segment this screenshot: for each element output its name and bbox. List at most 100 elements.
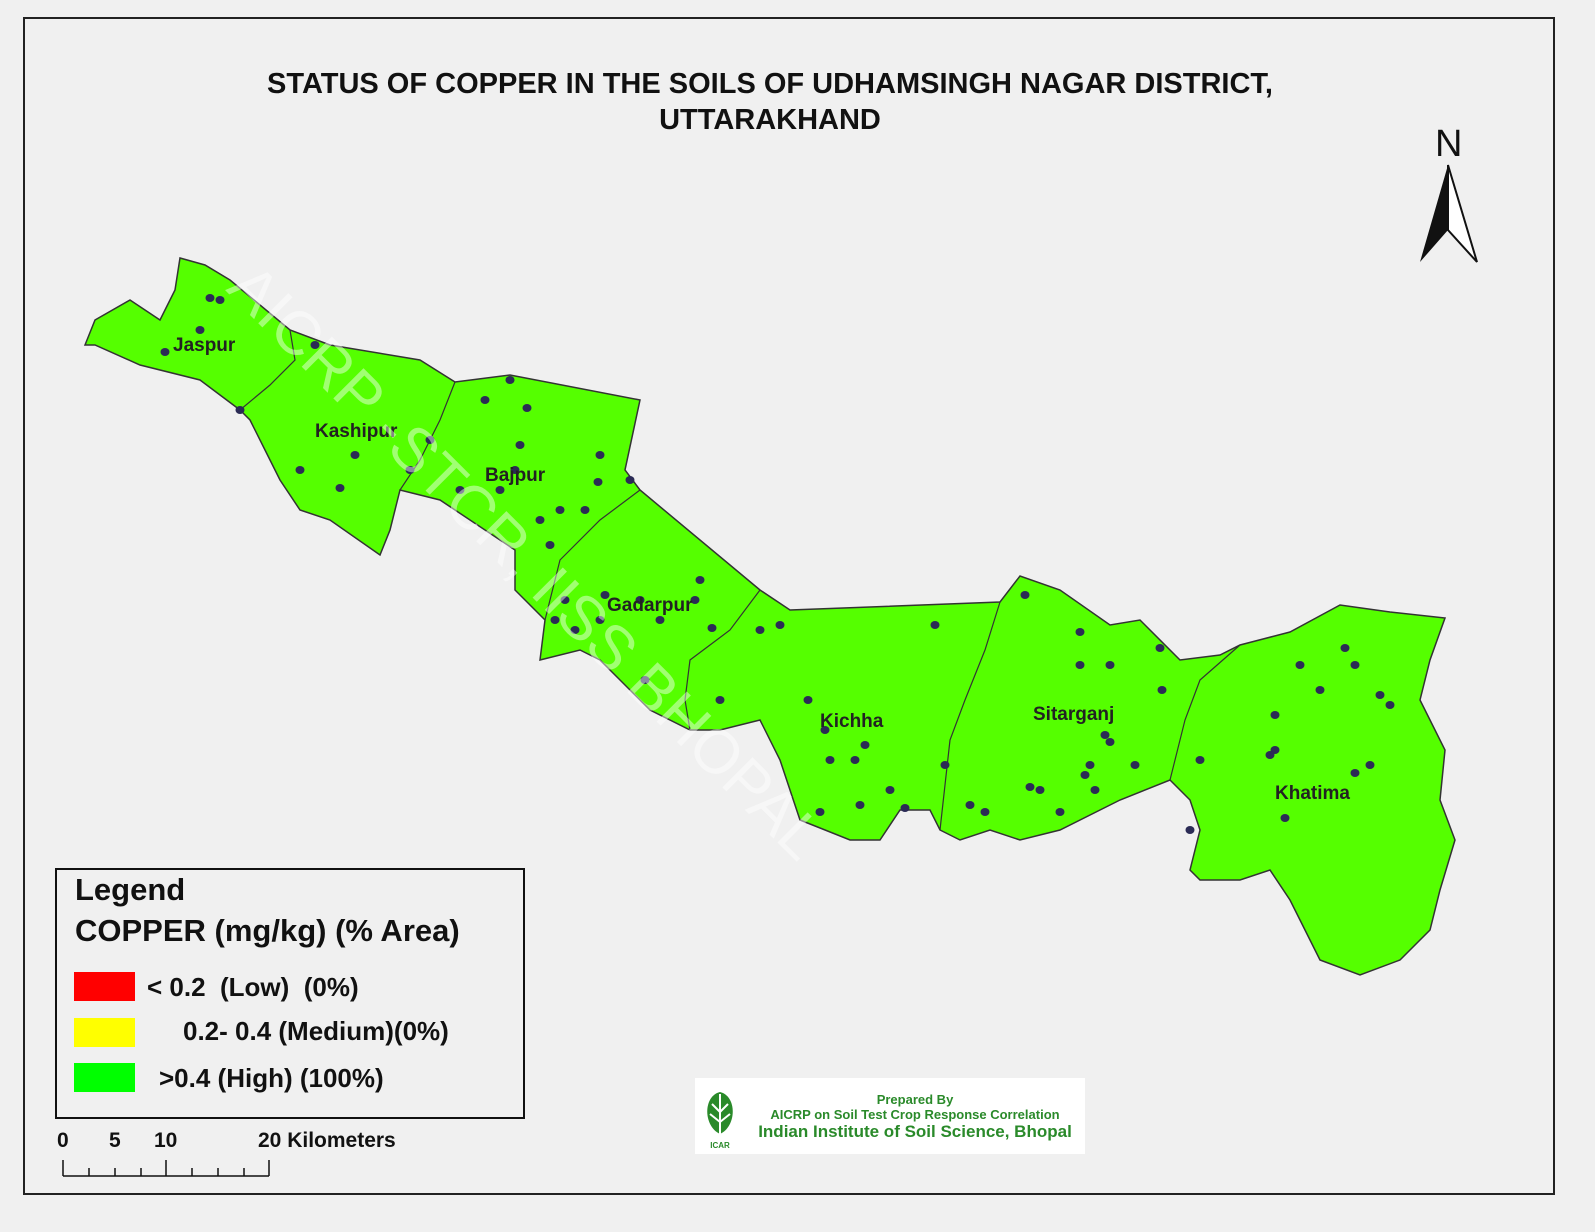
sample-point (820, 726, 830, 734)
legend-label-low: < 0.2 (Low) (0%) (147, 972, 359, 1002)
sample-point (555, 506, 565, 514)
sample-point (1025, 783, 1035, 791)
north-arrow-right-icon (1447, 164, 1478, 263)
sample-point (1265, 751, 1275, 759)
sample-point (940, 761, 950, 769)
legend: Legend COPPER (mg/kg) (% Area) < 0.2 (Lo… (55, 868, 525, 1119)
sample-point (900, 804, 910, 812)
sample-point (205, 294, 215, 302)
sample-point (1080, 771, 1090, 779)
block-label-kichha: Kichha (820, 711, 884, 732)
sample-point (310, 341, 320, 349)
sample-point (1100, 731, 1110, 739)
icar-logo-icon: ICAR (707, 1092, 733, 1150)
sample-point (160, 348, 170, 356)
block-label-jaspur: Jaspur (173, 335, 236, 356)
sample-point (803, 696, 813, 704)
sample-point (1055, 808, 1065, 816)
sample-point (1090, 786, 1100, 794)
block-label-gadarpur: Gadarpur (607, 595, 693, 616)
kichha-sitarganj-boundary (939, 601, 1001, 831)
legend-subheading: COPPER (mg/kg) (% Area) (75, 913, 460, 948)
sample-point (655, 616, 665, 624)
legend-label-medium: 0.2- 0.4 (Medium)(0%) (183, 1016, 449, 1046)
sample-point (755, 626, 765, 634)
jaspur-kashipur-boundary (239, 329, 296, 411)
credits-line3: Indian Institute of Soil Science, Bhopal (758, 1122, 1072, 1141)
sample-point (1035, 786, 1045, 794)
sample-point (505, 376, 515, 384)
sample-point (815, 808, 825, 816)
sample-point (1315, 686, 1325, 694)
sample-point (535, 516, 545, 524)
bajpur-gadarpur-boundary (544, 489, 641, 621)
map-title-line2: UTTARAKHAND (659, 104, 881, 136)
credits-line1: Prepared By (876, 1092, 954, 1107)
sample-point (1075, 628, 1085, 636)
credits-line2: AICRP on Soil Test Crop Response Correla… (770, 1107, 1060, 1122)
sample-point (510, 466, 520, 474)
north-arrow: N (1420, 123, 1478, 263)
sample-point (1365, 761, 1375, 769)
sample-point (1340, 644, 1350, 652)
sample-point (1020, 591, 1030, 599)
sample-point (235, 406, 245, 414)
sample-point (515, 441, 525, 449)
sample-point (1075, 661, 1085, 669)
sample-point (1195, 756, 1205, 764)
legend-heading: Legend (75, 872, 186, 907)
sample-point (1350, 769, 1360, 777)
logo-text: ICAR (710, 1141, 730, 1150)
sample-point (522, 404, 532, 412)
sample-point (195, 326, 205, 334)
scale-tick-10: 10 (154, 1129, 178, 1152)
sample-point (980, 808, 990, 816)
sample-point (580, 506, 590, 514)
block-label-khatima: Khatima (1275, 783, 1350, 804)
watermark: AICRP -STCR, IISS BHOPAL (215, 251, 837, 873)
sample-point (1155, 644, 1165, 652)
sample-point (335, 484, 345, 492)
sample-point (640, 676, 650, 684)
sample-point (825, 756, 835, 764)
sample-point (625, 476, 635, 484)
map-frame (23, 17, 1555, 1195)
sample-point (1185, 826, 1195, 834)
sample-point (1350, 661, 1360, 669)
legend-swatch-high (74, 1063, 135, 1092)
credits-box: ICAR Prepared By AICRP on Soil Test Crop… (695, 1078, 1085, 1154)
sample-point (1385, 701, 1395, 709)
sample-point (550, 616, 560, 624)
sample-point (425, 436, 435, 444)
sample-point (1130, 761, 1140, 769)
sample-point (690, 596, 700, 604)
sample-point (295, 466, 305, 474)
sample-point (635, 596, 645, 604)
scale-tick-20: 20 Kilometers (258, 1129, 396, 1152)
sample-point (965, 801, 975, 809)
sample-point (595, 451, 605, 459)
sample-point (560, 596, 570, 604)
sample-point (885, 786, 895, 794)
sample-point (595, 616, 605, 624)
gadarpur-kichha-boundary (684, 589, 761, 731)
sample-point (593, 478, 603, 486)
sample-point (1295, 661, 1305, 669)
sample-points (160, 294, 1395, 834)
sample-point (480, 396, 490, 404)
sample-point (855, 801, 865, 809)
sample-point (215, 296, 225, 304)
sample-point (1157, 686, 1167, 694)
north-label: N (1435, 123, 1462, 165)
sample-point (775, 621, 785, 629)
sample-point (707, 624, 717, 632)
sample-point (695, 576, 705, 584)
scale-bar (62, 1160, 270, 1177)
sample-point (860, 741, 870, 749)
sample-point (495, 486, 505, 494)
sample-point (600, 591, 610, 599)
sample-point (1280, 814, 1290, 822)
block-labels: Jaspur Kashipur Bajpur Gadarpur Kichha S… (173, 335, 1350, 804)
